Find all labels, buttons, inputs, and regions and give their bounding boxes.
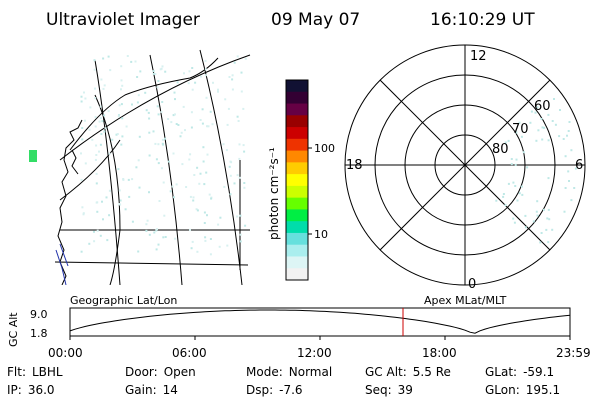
status-label: Mode: [246, 365, 283, 379]
mlt-label-6: 6 [575, 158, 583, 173]
status-label: GC Alt: [365, 365, 407, 379]
svg-text:Seq:39: Seq: 39 [365, 383, 413, 397]
svg-text:Door:Open: Door: Open [125, 365, 196, 379]
colorbar-label: photon cm⁻²s⁻¹ [267, 147, 281, 240]
altitude-timeline [69, 307, 571, 337]
colorbar-swatch [286, 185, 308, 199]
polar-plot [344, 44, 586, 286]
colorbar-swatch [286, 127, 308, 140]
colorbar-swatch [286, 91, 308, 105]
status-label: GLat: [485, 365, 517, 379]
colorbar-swatch [286, 232, 308, 246]
date-label: 09 May 07 [271, 10, 360, 30]
colorbar-swatch [286, 268, 308, 281]
bright-spot [29, 150, 37, 162]
colorbar-swatch [286, 80, 308, 93]
svg-text:Dsp:-7.6: Dsp: -7.6 [246, 383, 303, 397]
svg-text:Flt:LBHL: Flt: LBHL [7, 365, 63, 379]
colorbar-swatch [286, 221, 308, 234]
colorbar-swatch [286, 209, 308, 222]
status-value: LBHL [32, 365, 63, 379]
instrument-title: Ultraviolet Imager [46, 10, 200, 30]
x-tick-1800: 18:00 [422, 346, 457, 360]
status-value: 36.0 [28, 383, 55, 397]
colorbar-tick-10: 10 [314, 228, 328, 241]
colorbar: 100 10 photon cm⁻²s⁻¹ [267, 79, 335, 281]
colorbar-swatch [286, 197, 308, 210]
x-tick-0000: 00:00 [48, 346, 83, 360]
geographic-coord-label: Geographic Lat/Lon [70, 294, 177, 307]
y-tick-9: 9.0 [30, 308, 48, 321]
colorbar-swatch [286, 103, 308, 116]
status-label: Gain: [125, 383, 157, 397]
status-value: 14 [163, 383, 178, 397]
status-label: Seq: [365, 383, 392, 397]
svg-text:Gain:14: Gain: 14 [125, 383, 178, 397]
status-value: Open [164, 365, 196, 379]
status-panel: Flt: LBHL Door: Open Mode: Normal GC Alt: 5.… [7, 365, 560, 397]
geographic-map [29, 49, 251, 285]
colorbar-swatch [286, 256, 308, 269]
colorbar-swatch [286, 150, 308, 163]
colorbar-swatch [286, 138, 308, 152]
colorbar-swatch [286, 174, 308, 187]
lat-label-80: 80 [492, 142, 509, 157]
svg-text:GLon:195.1: GLon: 195.1 [485, 383, 560, 397]
status-value: -7.6 [279, 383, 302, 397]
colorbar-swatch [286, 162, 308, 175]
gc-alt-axis-label: GC Alt [7, 312, 20, 347]
svg-text:GLat:-59.1: GLat: -59.1 [485, 365, 554, 379]
mlt-label-0: 0 [468, 277, 476, 292]
svg-text:Mode:Normal: Mode: Normal [246, 365, 332, 379]
y-tick-1-8: 1.8 [30, 327, 48, 340]
svg-text:GC Alt:5.5 Re: GC Alt: 5.5 Re [365, 365, 451, 379]
svg-text:IP:36.0: IP: 36.0 [7, 383, 55, 397]
status-value: 39 [398, 383, 413, 397]
apex-coord-label: Apex MLat/MLT [424, 294, 507, 307]
status-label: Door: [125, 365, 158, 379]
status-value: 195.1 [526, 383, 560, 397]
colorbar-swatch [286, 244, 308, 257]
status-label: IP: [7, 383, 22, 397]
status-label: GLon: [485, 383, 520, 397]
colorbar-swatch [286, 115, 308, 128]
x-tick-0600: 06:00 [172, 346, 207, 360]
time-label: 16:10:29 UT [430, 10, 535, 30]
status-value: 5.5 Re [413, 365, 451, 379]
x-tick-2359: 23:59 [556, 346, 591, 360]
status-value: Normal [289, 365, 332, 379]
mlt-label-18: 18 [346, 158, 363, 173]
altitude-curve [69, 309, 571, 334]
lat-label-60: 60 [534, 99, 551, 114]
lat-label-70: 70 [512, 122, 529, 137]
status-label: Flt: [7, 365, 26, 379]
status-label: Dsp: [246, 383, 273, 397]
colorbar-tick-100: 100 [314, 142, 335, 155]
mlt-label-12: 12 [470, 49, 487, 64]
status-value: -59.1 [523, 365, 554, 379]
x-tick-1200: 12:00 [297, 346, 332, 360]
